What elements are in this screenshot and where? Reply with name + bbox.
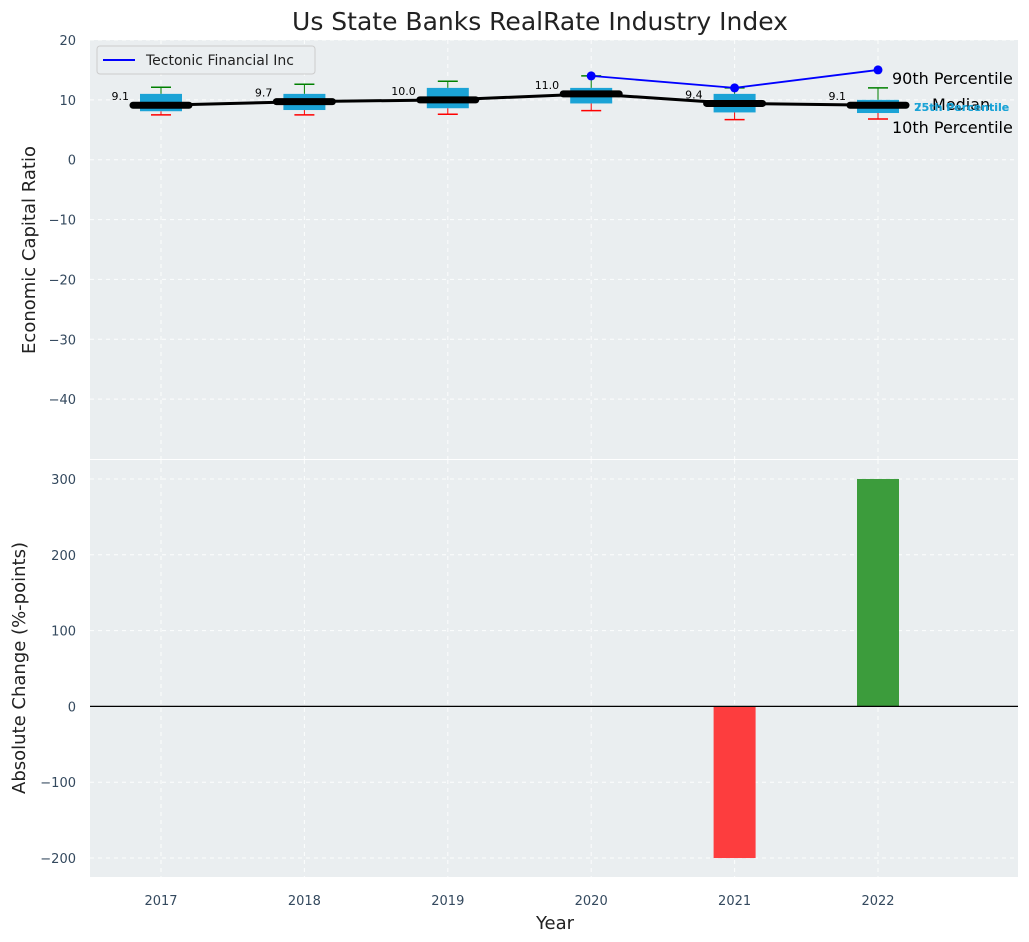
- top-y-tick-label: 0: [68, 154, 76, 169]
- series-point-tectonic: [586, 71, 596, 81]
- bottom-y-axis-label: Absolute Change (%-points): [9, 542, 30, 794]
- x-axis-label: Year: [535, 913, 575, 934]
- bottom-y-tick-label: −100: [40, 776, 76, 791]
- x-tick-label: 2018: [288, 894, 321, 909]
- median-value-label: 9.7: [255, 87, 273, 100]
- x-tick-label: 2022: [861, 894, 894, 909]
- median-value-label: 10.0: [391, 85, 416, 98]
- top-y-axis-label: Economic Capital Ratio: [19, 146, 40, 354]
- median-value-label: 9.1: [829, 90, 847, 103]
- bottom-y-tick-label: 0: [68, 700, 76, 715]
- legend-label-tectonic: Tectonic Financial Inc: [145, 53, 294, 69]
- top-y-tick-label: −30: [49, 333, 76, 348]
- top-y-tick-label: 10: [59, 94, 76, 109]
- top-y-tick-label: 20: [59, 34, 76, 49]
- annotation-median: Median: [932, 95, 990, 114]
- bottom-panel: 300 200 100 0 −100 −200 2017 2018 2019 2020 2021 20…: [40, 460, 1018, 909]
- bottom-y-tick-label: 200: [51, 549, 76, 564]
- legend: Tectonic Financial Inc: [96, 45, 316, 75]
- top-y-tick-label: −40: [49, 393, 76, 408]
- median-value-label: 9.1: [112, 90, 130, 103]
- x-tick-label: 2020: [575, 894, 608, 909]
- legend-frame: [96, 45, 316, 75]
- change-bar: [857, 478, 899, 707]
- top-panel: 20 10 0 −10 −20 −30 −40 9.1 9.7 10.0 11.0 9.4 9.1: [49, 34, 1018, 459]
- chart-title: Us State Banks RealRate Industry Index: [292, 7, 788, 36]
- median-value-label: 9.4: [685, 88, 703, 101]
- annotation-10th-percentile: 10th Percentile: [892, 118, 1013, 137]
- x-tick-label: 2019: [431, 894, 464, 909]
- median-trend-line: [160, 92, 879, 107]
- top-y-tick-label: −20: [49, 273, 76, 288]
- series-point-tectonic: [873, 65, 883, 75]
- annotation-75th-percentile: 75th Percentile: [914, 101, 1009, 114]
- median-value-label: 11.0: [535, 79, 560, 92]
- bottom-y-tick-label: 100: [51, 625, 76, 640]
- annotation-90th-percentile: 90th Percentile: [892, 69, 1013, 88]
- x-tick-label: 2017: [144, 894, 177, 909]
- series-point-tectonic: [730, 83, 740, 93]
- bottom-y-tick-label: 300: [51, 473, 76, 488]
- annotation-25th-percentile: 25th Percentile: [914, 101, 1009, 114]
- bottom-y-tick-label: −200: [40, 852, 76, 867]
- top-y-tick-label: −10: [49, 214, 76, 229]
- change-bar: [713, 706, 756, 859]
- x-tick-label: 2021: [718, 894, 751, 909]
